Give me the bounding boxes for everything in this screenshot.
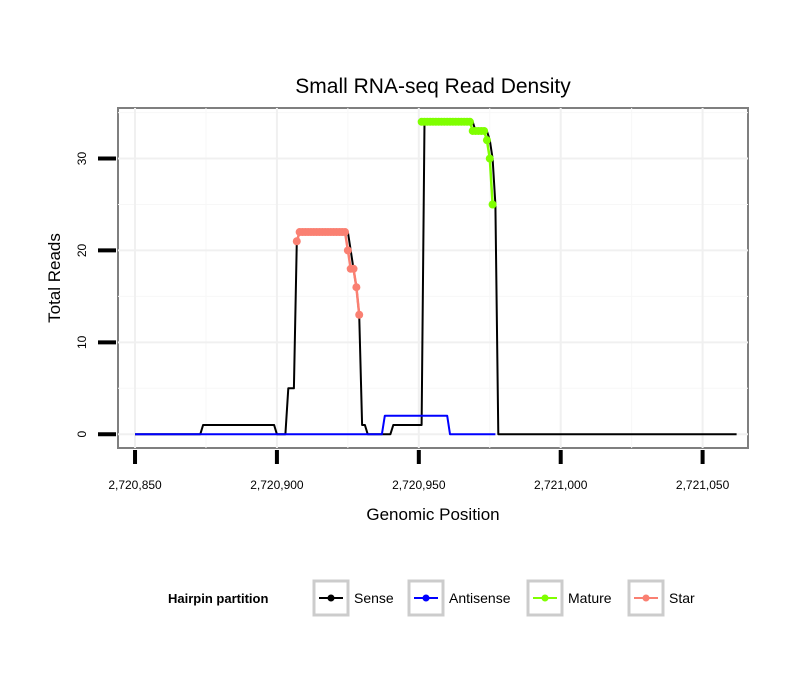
x-tick-label: 2,720,950	[392, 478, 446, 492]
x-tick-label: 2,721,000	[534, 478, 588, 492]
data-point-star	[352, 283, 361, 292]
data-point-star	[341, 228, 350, 237]
y-tick-label: 30	[75, 152, 89, 166]
legend-title: Hairpin partition	[168, 591, 268, 606]
legend-point-sense	[327, 594, 335, 602]
legend-label-sense: Sense	[354, 590, 394, 606]
plot-panel	[117, 107, 749, 449]
legend: Hairpin partition Sense Antisense Mature St…	[168, 579, 695, 617]
data-point-star	[355, 310, 364, 319]
x-axis-label: Genomic Position	[366, 505, 499, 524]
chart-title: Small RNA-seq Read Density	[295, 75, 571, 98]
legend-label-star: Star	[669, 590, 695, 606]
legend-point-star	[642, 594, 650, 602]
legend-point-mature	[541, 594, 549, 602]
x-tick-label: 2,720,900	[250, 478, 304, 492]
y-tick-label: 20	[75, 243, 89, 257]
data-point-mature	[465, 117, 474, 126]
y-axis-label: Total Reads	[45, 233, 64, 323]
data-point-mature	[480, 126, 489, 135]
series-layer	[135, 117, 737, 436]
x-tick-label: 2,721,050	[676, 478, 730, 492]
series-line-antisense	[135, 414, 496, 436]
y-tick-label: 0	[75, 431, 89, 438]
legend-label-antisense: Antisense	[449, 590, 511, 606]
data-point-mature	[482, 136, 491, 145]
legend-point-antisense	[422, 594, 430, 602]
data-point-star	[292, 237, 301, 246]
data-point-star	[349, 264, 358, 273]
data-point-star	[343, 246, 352, 255]
y-tick-label: 10	[75, 335, 89, 349]
legend-label-mature: Mature	[568, 590, 612, 606]
x-tick-label: 2,720,850	[108, 478, 162, 492]
data-point-mature	[485, 154, 494, 163]
data-point-mature	[488, 200, 497, 209]
axes: 2,720,850 2,720,900 2,720,950 2,721,000 2,72…	[75, 152, 730, 492]
